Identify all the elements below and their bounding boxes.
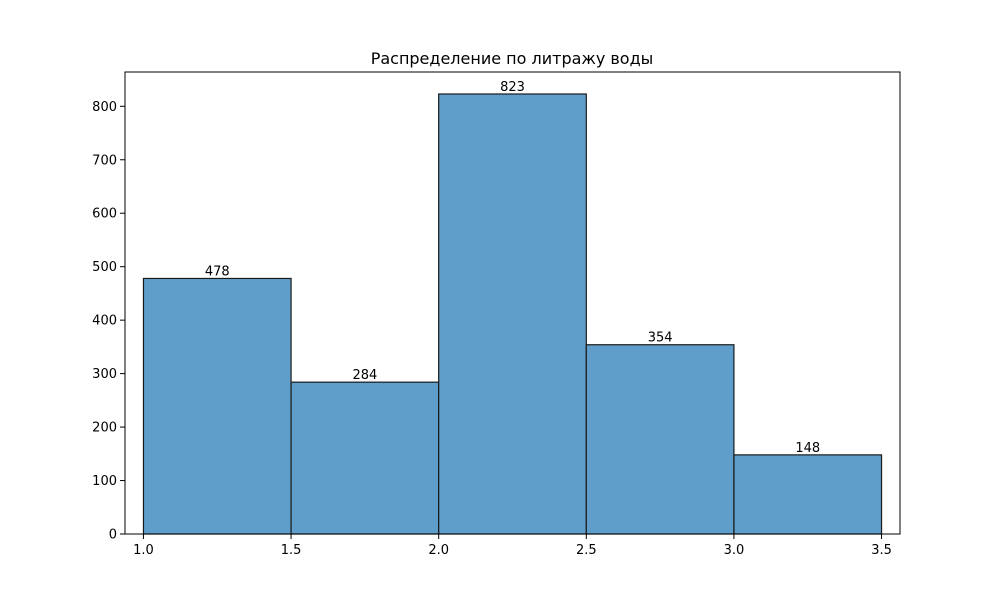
y-tick-label-2: 200	[92, 421, 117, 436]
bar-value-label-2: 823	[500, 80, 525, 95]
plot-frame	[124, 71, 901, 535]
bar-3	[585, 344, 735, 535]
x-tick-label-2: 2.0	[428, 543, 449, 558]
y-tick-label-1: 100	[92, 474, 117, 489]
bar-1	[290, 381, 440, 535]
chart-title: Распределение по литражу воды	[371, 49, 654, 68]
bar-value-label-1: 284	[352, 368, 377, 383]
y-tick-label-7: 700	[92, 153, 117, 168]
y-tick-label-5: 500	[92, 260, 117, 275]
bars-group	[142, 93, 883, 535]
bar-value-label-4: 148	[795, 441, 820, 456]
y-tick-label-3: 300	[92, 367, 117, 382]
x-tick-label-4: 3.0	[724, 543, 745, 558]
bar-value-label-3: 354	[648, 331, 673, 346]
y-tick-label-4: 400	[92, 314, 117, 329]
x-tick-label-3: 2.5	[576, 543, 597, 558]
x-tick-label-0: 1.0	[133, 543, 154, 558]
x-tick-label-1: 1.5	[281, 543, 302, 558]
y-tick-label-6: 600	[92, 207, 117, 222]
bar-labels-group: 478 284 823 354 148	[205, 80, 820, 456]
bar-value-label-0: 478	[205, 264, 230, 279]
x-axis: 1.0 1.5 2.0 2.5 3.0 3.5	[133, 534, 892, 558]
bar-4	[733, 454, 883, 535]
bar-0	[142, 277, 292, 535]
y-axis: 0 100 200 300 400 500 600 700 800	[92, 100, 125, 543]
y-tick-label-8: 800	[92, 100, 117, 115]
bar-2	[438, 93, 587, 535]
x-tick-label-5: 3.5	[871, 543, 892, 558]
y-tick-label-0: 0	[109, 528, 117, 543]
